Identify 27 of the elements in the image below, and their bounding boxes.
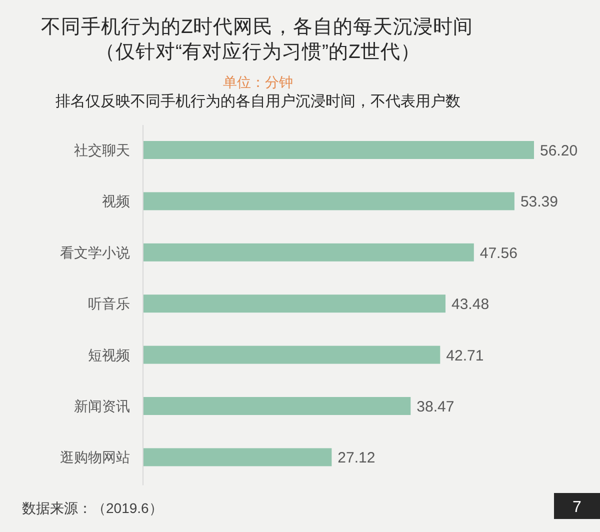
y-tick-label: 视频: [102, 193, 130, 210]
bar: [143, 294, 446, 313]
data-label: 27.12: [338, 450, 376, 467]
chart-subtitle: （仅针对“有对应行为习惯”的Z世代）: [96, 41, 420, 63]
data-label: 56.20: [540, 142, 578, 160]
source-note: 数据来源：（2019.6）: [22, 500, 163, 516]
bar: [143, 192, 514, 210]
text: 排名仅反映不同手机行为的各自用户沉浸时间，不代表用户数: [56, 93, 460, 110]
bar: [143, 346, 440, 364]
bar: [143, 397, 411, 415]
y-tick-label: 新闻资讯: [74, 398, 130, 414]
bar: [143, 141, 534, 159]
data-label: 53.39: [520, 194, 558, 211]
bar: [143, 448, 332, 466]
bar: [143, 243, 474, 262]
y-tick-label: 看文学小说: [60, 244, 130, 260]
data-label: 42.71: [446, 347, 484, 364]
y-tick-label: 短视频: [88, 346, 130, 363]
text: 7: [572, 499, 582, 516]
y-tick-label: 听音乐: [88, 296, 130, 312]
y-tick-label: 逛购物网站: [60, 449, 130, 466]
chart-title: 不同手机行为的Z时代网民，各自的每天沉浸时间: [41, 16, 473, 38]
text: 单位：分钟: [223, 74, 293, 90]
data-label: 38.47: [416, 398, 454, 416]
data-label: 47.56: [480, 244, 518, 262]
data-label: 43.48: [452, 296, 490, 314]
y-tick-label: 社交聊天: [74, 142, 130, 158]
